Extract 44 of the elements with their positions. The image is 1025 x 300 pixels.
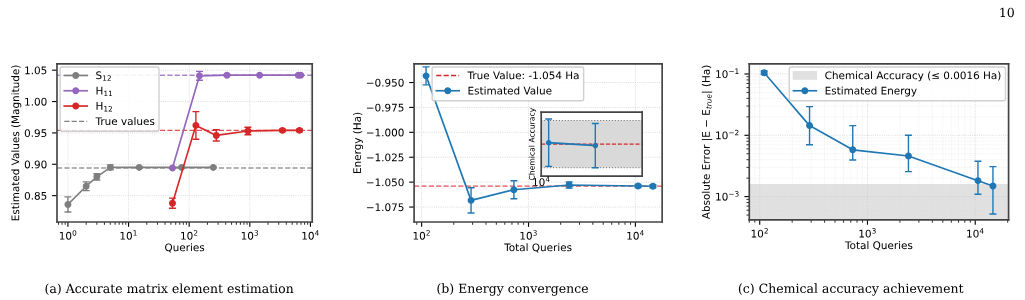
text: (c) Chemical accuracy achievement <box>738 283 964 296</box>
x-tick-label: 10$^{3}$ <box>859 228 876 238</box>
legend-label: S$_{12}$ <box>96 71 111 81</box>
x-tick-label: 10$^{4}$ <box>627 230 644 240</box>
y-tick-label: −1.075 <box>366 203 404 212</box>
x-tick-label: 10$^{0}$ <box>59 230 77 240</box>
x-tick-label: 10$^{2}$ <box>181 230 198 240</box>
y-tick-label: −1.000 <box>366 128 404 137</box>
y-tick-label: 10$^{−1}$ <box>716 68 739 79</box>
text: (a) Accurate matrix element estimation <box>45 283 294 295</box>
y-tick-label: 10$^{−3}$ <box>716 191 739 201</box>
x-axis-title: Total Queries <box>504 243 572 253</box>
y-tick-label: 0.90 <box>24 160 47 169</box>
y-tick-label: −1.025 <box>366 153 404 162</box>
y-tick-label: 0.95 <box>24 129 47 138</box>
y-axis-title: Estimated Values (Magnitude) <box>11 65 22 221</box>
x-tick-label: 10$^{4}$ <box>302 230 319 240</box>
legend-label: Chemical Accuracy (≤ 0.0016 Ha) <box>825 71 1001 82</box>
y-tick-label: 10$^{−2}$ <box>716 129 739 140</box>
y-tick-label: 1.05 <box>25 66 47 75</box>
x-tick-label: 10$^{4}$ <box>967 228 984 238</box>
y-tick-label: −0.975 <box>366 103 404 112</box>
x-tick-label: 10$^{3}$ <box>241 230 259 240</box>
y-axis-title: Absolute Error |E − E$_{true}$| (Ha) <box>701 65 713 220</box>
annotation: 10$^{4}$ <box>533 176 550 187</box>
y-axis-title: Energy (Ha) <box>352 112 364 173</box>
y-tick-label: 1.00 <box>25 97 47 106</box>
x-tick-label: 10$^{2}$ <box>751 228 768 238</box>
x-axis-title: Queries <box>165 243 205 253</box>
legend-label: Estimated Energy <box>825 86 917 97</box>
x-axis-title: Total Queries <box>844 241 913 251</box>
x-tick-label: 10$^{3}$ <box>520 230 537 240</box>
x-tick-label: 10$^{1}$ <box>120 230 137 240</box>
y-tick-label: −0.950 <box>366 78 404 87</box>
x-tick-label: 10$^{2}$ <box>413 230 430 240</box>
text: (b) Energy convergence <box>437 283 588 296</box>
legend-label: True values <box>95 117 155 126</box>
y-tick-label: 0.85 <box>24 191 47 200</box>
text: 10 <box>1000 7 1014 18</box>
legend-label: True Value: -1.054 Ha <box>467 71 579 80</box>
legend-label: H$_{11}$ <box>96 86 113 97</box>
legend-label: H$_{12}$ <box>96 102 113 112</box>
y-tick-label: −1.050 <box>366 178 404 187</box>
legend-label: Estimated Value <box>468 86 552 95</box>
